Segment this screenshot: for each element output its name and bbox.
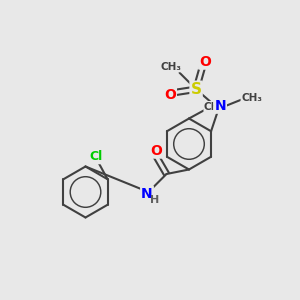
Text: S: S <box>190 82 202 97</box>
Text: O: O <box>164 88 176 102</box>
Text: O: O <box>199 55 211 69</box>
Text: CH₃: CH₃ <box>241 93 262 103</box>
Text: Cl: Cl <box>89 150 102 163</box>
Text: N: N <box>214 99 226 113</box>
Text: H: H <box>151 195 160 206</box>
Text: CH₃: CH₃ <box>204 101 225 112</box>
Text: N: N <box>141 187 153 200</box>
Text: O: O <box>150 144 162 158</box>
Text: CH₃: CH₃ <box>161 62 182 72</box>
